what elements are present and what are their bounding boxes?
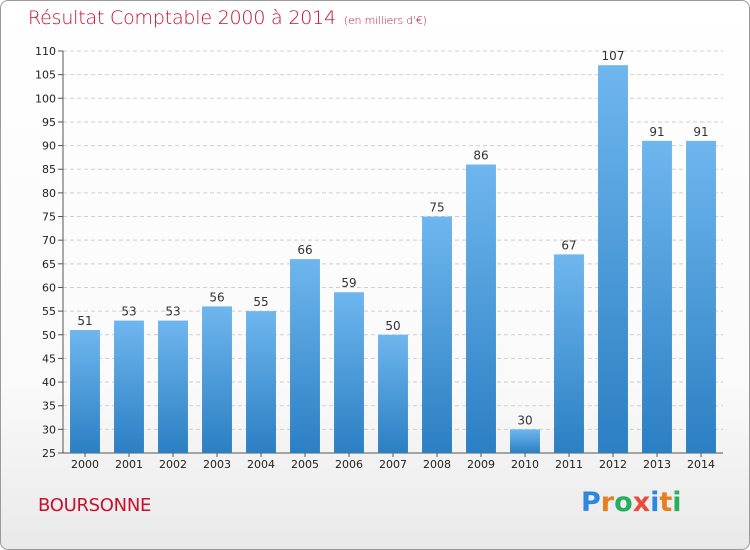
bars	[70, 65, 716, 453]
proxiti-logo: Proxiti	[581, 487, 682, 518]
x-axis: 2000 2001 2002 2003 2004 2005 2006 2007 2008 2009…	[71, 453, 715, 471]
bar	[554, 254, 584, 453]
y-tick-label: 80	[42, 187, 56, 200]
logo-letter: r	[600, 487, 615, 518]
logo-letter: i	[650, 487, 660, 518]
value-label: 30	[517, 413, 532, 427]
value-label: 55	[253, 295, 268, 309]
y-tick-label: 70	[42, 234, 56, 247]
chart-title-text: Résultat Comptable 2000 à 2014	[28, 7, 336, 29]
town-name: BOURSONNE	[38, 495, 152, 516]
y-tick-label: 85	[42, 163, 56, 176]
bar	[70, 330, 100, 453]
logo-letter: t	[659, 487, 673, 518]
bar	[158, 320, 188, 453]
y-axis: 25 30 35 40 45 50 55 60 65 70 75 80 85 90 95 100 105 110	[35, 45, 723, 460]
bar	[642, 140, 672, 453]
bar	[422, 216, 452, 453]
y-tick-label: 90	[42, 140, 56, 153]
y-tick-label: 95	[42, 116, 56, 129]
bar	[202, 306, 232, 453]
value-labels: 51 53 53 56 55 66 59 50 75 86 30 67 107 91 91	[77, 49, 708, 427]
x-tick-label: 2011	[555, 458, 583, 471]
y-tick-label: 50	[42, 329, 56, 342]
logo-letter: i	[672, 487, 682, 518]
y-tick-label: 45	[42, 352, 56, 365]
x-tick-label: 2005	[291, 458, 319, 471]
y-tick-label: 35	[42, 400, 56, 413]
bar	[466, 164, 496, 453]
y-tick-label: 25	[42, 447, 56, 460]
x-tick-label: 2004	[247, 458, 275, 471]
x-tick-label: 2007	[379, 458, 407, 471]
value-label: 51	[77, 314, 92, 328]
value-label: 66	[297, 243, 312, 257]
value-label: 91	[693, 125, 708, 139]
value-label: 91	[649, 125, 664, 139]
value-label: 53	[165, 305, 180, 319]
y-tick-label: 40	[42, 376, 56, 389]
y-tick-label: 105	[35, 69, 56, 82]
x-tick-label: 2003	[203, 458, 231, 471]
value-label: 56	[209, 290, 224, 304]
bar	[598, 65, 628, 453]
x-tick-label: 2010	[511, 458, 539, 471]
x-tick-label: 2013	[643, 458, 671, 471]
value-label: 50	[385, 319, 400, 333]
x-tick-label: 2012	[599, 458, 627, 471]
y-tick-label: 100	[35, 92, 56, 105]
logo-letter: o	[614, 487, 633, 518]
x-tick-label: 2001	[115, 458, 143, 471]
bar	[378, 334, 408, 453]
bar	[334, 292, 364, 453]
value-label: 59	[341, 276, 356, 290]
y-tick-label: 30	[42, 423, 56, 436]
y-tick-label: 75	[42, 211, 56, 224]
x-tick-label: 2002	[159, 458, 187, 471]
y-tick-label: 60	[42, 281, 56, 294]
y-tick-label: 55	[42, 305, 56, 318]
value-label: 67	[561, 238, 576, 252]
y-tick-label: 110	[35, 45, 56, 58]
x-tick-label: 2009	[467, 458, 495, 471]
x-tick-label: 2000	[71, 458, 99, 471]
chart-title: Résultat Comptable 2000 à 2014 (en millie…	[28, 7, 427, 29]
logo-letter: x	[632, 487, 651, 518]
bar	[510, 429, 540, 453]
value-label: 107	[602, 49, 625, 63]
x-tick-label: 2006	[335, 458, 363, 471]
bar	[290, 259, 320, 453]
value-label: 86	[473, 149, 488, 163]
logo-letter: P	[581, 487, 601, 518]
x-tick-label: 2014	[687, 458, 715, 471]
value-label: 53	[121, 305, 136, 319]
bar	[246, 311, 276, 453]
y-tick-label: 65	[42, 258, 56, 271]
x-tick-label: 2008	[423, 458, 451, 471]
chart-subtitle: (en milliers d'€)	[343, 14, 427, 27]
value-label: 75	[429, 201, 444, 215]
bar	[686, 140, 716, 453]
bar	[114, 320, 144, 453]
